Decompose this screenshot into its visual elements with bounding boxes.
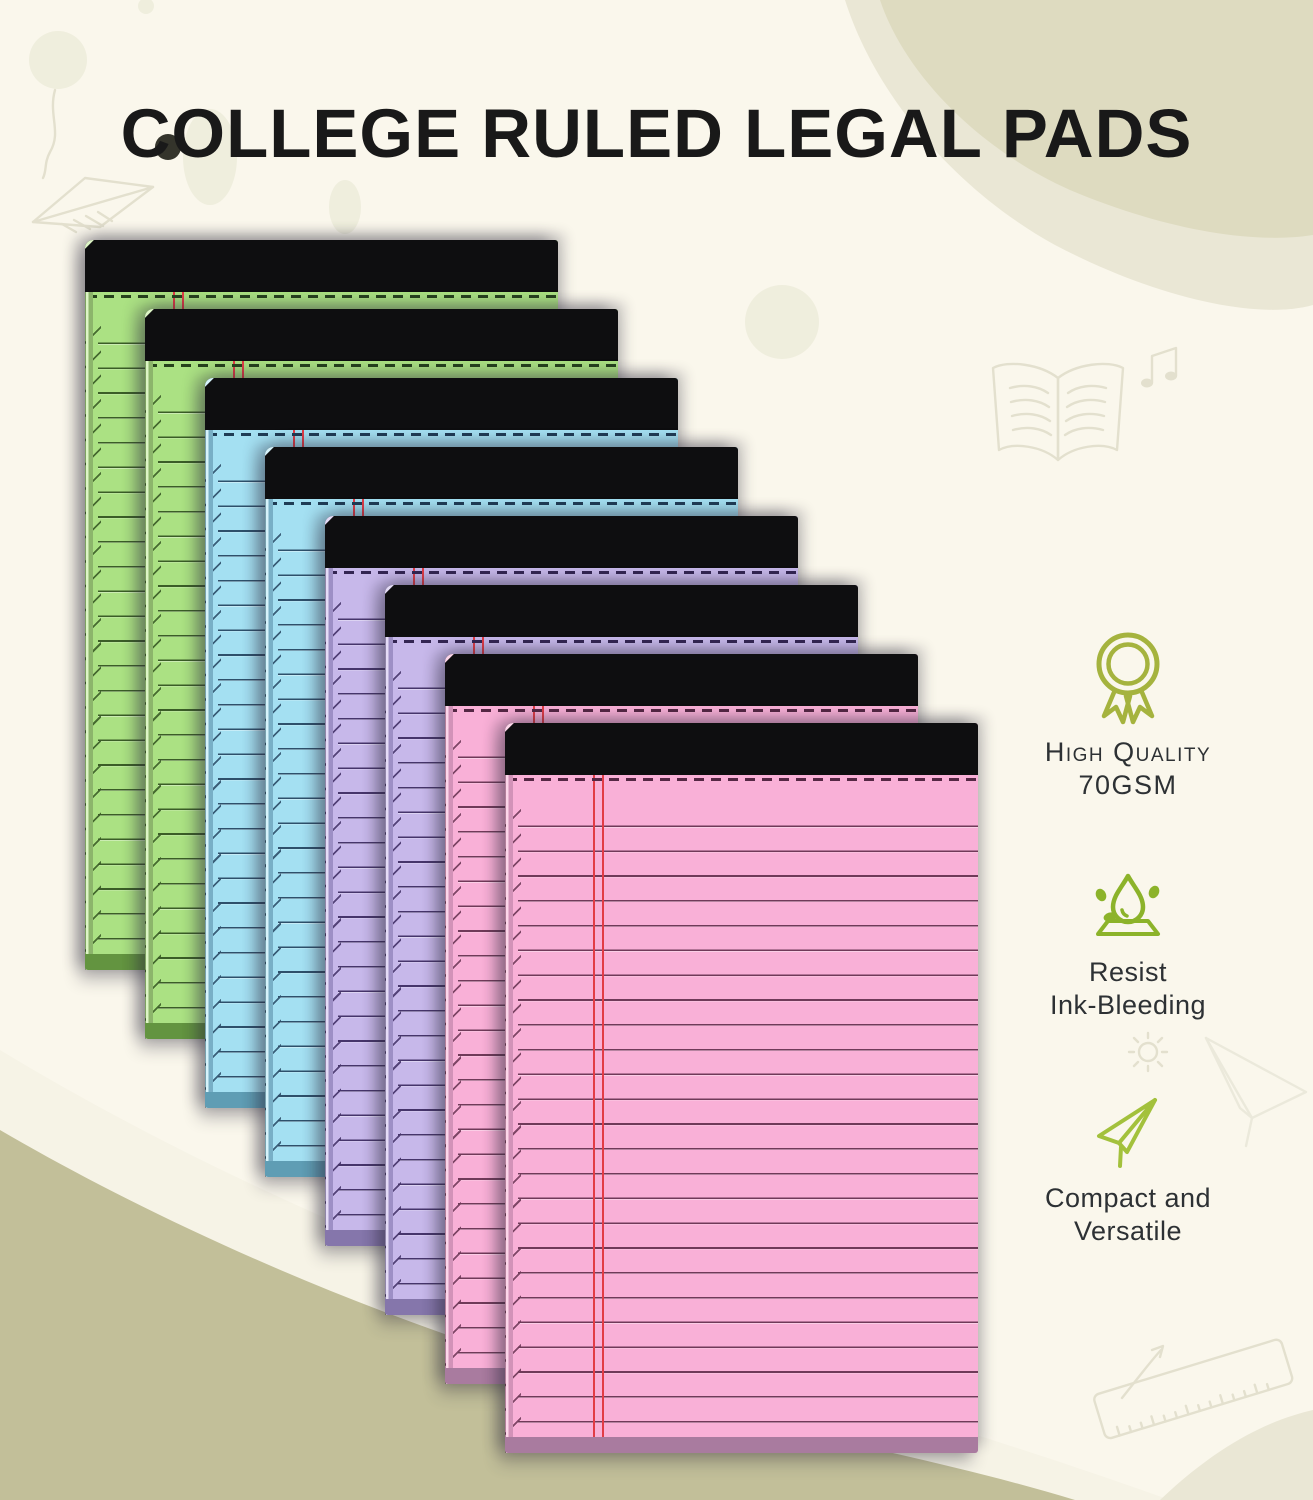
pad-black-binding	[265, 447, 738, 499]
award-medal-icon	[1008, 630, 1248, 726]
pad-corner-fold	[445, 654, 460, 669]
background-blob	[183, 109, 237, 205]
pad-left-page-stack-edge	[385, 637, 393, 1315]
ruler-doodle	[1093, 1338, 1294, 1440]
background-blob	[745, 285, 819, 359]
sun-doodle	[1127, 1031, 1169, 1073]
pad-black-binding	[325, 516, 798, 568]
pad-perforation-dashes	[387, 640, 856, 643]
background-blob	[329, 180, 361, 234]
pad-black-binding	[85, 240, 558, 292]
pad-black-binding	[385, 585, 858, 637]
pad-red-margin-line	[593, 767, 604, 1437]
feature-line: Versatile	[1073, 1215, 1183, 1246]
pad-black-binding	[205, 378, 678, 430]
paper-plane-doodle-right	[1204, 1036, 1308, 1148]
pad-perforation-dashes	[147, 364, 616, 367]
pad-left-page-stack-edge	[325, 568, 333, 1246]
headline: COLLEGE RULED LEGAL PADS	[120, 95, 1193, 172]
ink-drop-icon	[1008, 870, 1248, 946]
top-right-olive-wave	[880, 0, 1313, 238]
feature-text: High Quality 70GSM	[1008, 736, 1248, 802]
balloon-string-doodle	[41, 88, 57, 180]
pad-left-page-stack-edge	[505, 775, 513, 1453]
pad-black-binding	[445, 654, 918, 706]
feature-compact-versatile: Compact and Versatile	[1008, 1092, 1248, 1248]
pad-corner-fold	[505, 723, 520, 738]
pad-bottom-page-stack	[505, 1437, 978, 1453]
open-book-doodle	[991, 362, 1125, 462]
feature-line: 70GSM	[1078, 769, 1178, 800]
pad-corner-fold	[145, 309, 160, 324]
pad-corner-fold	[325, 516, 340, 531]
pad-left-page-stack-edge	[265, 499, 273, 1177]
bottom-right-corner-band	[1160, 1410, 1313, 1500]
pad-left-page-stack-edge	[85, 292, 93, 970]
music-note-doodle	[1141, 346, 1178, 388]
balloon-doodle	[29, 31, 87, 89]
paper-plane-doodle-top-left	[31, 176, 155, 234]
pad-corner-fold	[85, 240, 100, 255]
bottom-left-sage-wave	[0, 1130, 1075, 1500]
feature-line: High Quality	[1044, 737, 1212, 767]
pad-black-binding	[145, 309, 618, 361]
pad-left-page-stack-edge	[205, 430, 213, 1108]
pad-perforation-dashes	[207, 433, 676, 436]
pad-corner-fold	[385, 585, 400, 600]
pad-corner-fold	[265, 447, 280, 462]
pad-left-page-stack-edge	[145, 361, 153, 1039]
pad-ruled-lines	[518, 803, 978, 1437]
pad-left-page-stack-edge	[445, 706, 453, 1384]
pad-perforation-dashes	[327, 571, 796, 574]
feature-resist-ink-bleeding: Resist Ink-Bleeding	[1008, 870, 1248, 1022]
feature-text: Resist Ink-Bleeding	[1008, 956, 1248, 1022]
dark-dot-doodle	[155, 134, 181, 160]
paper-plane-icon	[1008, 1092, 1248, 1172]
feature-text: Compact and Versatile	[1008, 1182, 1248, 1248]
feature-line: Ink-Bleeding	[1049, 989, 1207, 1020]
feature-high-quality: High Quality 70GSM	[1008, 630, 1248, 802]
legal-pad-pink-2	[505, 723, 978, 1453]
pad-perforation-dashes	[267, 502, 736, 505]
pad-black-binding	[505, 723, 978, 775]
pad-paper	[505, 775, 978, 1437]
background-dot	[138, 0, 154, 14]
pad-perforation-dashes	[507, 778, 976, 781]
pad-corner-fold	[205, 378, 220, 393]
pad-perforation-dashes	[447, 709, 916, 712]
pad-perforation-dashes	[87, 295, 556, 298]
feature-line: Resist	[1088, 957, 1167, 987]
feature-line: Compact and	[1044, 1183, 1212, 1213]
